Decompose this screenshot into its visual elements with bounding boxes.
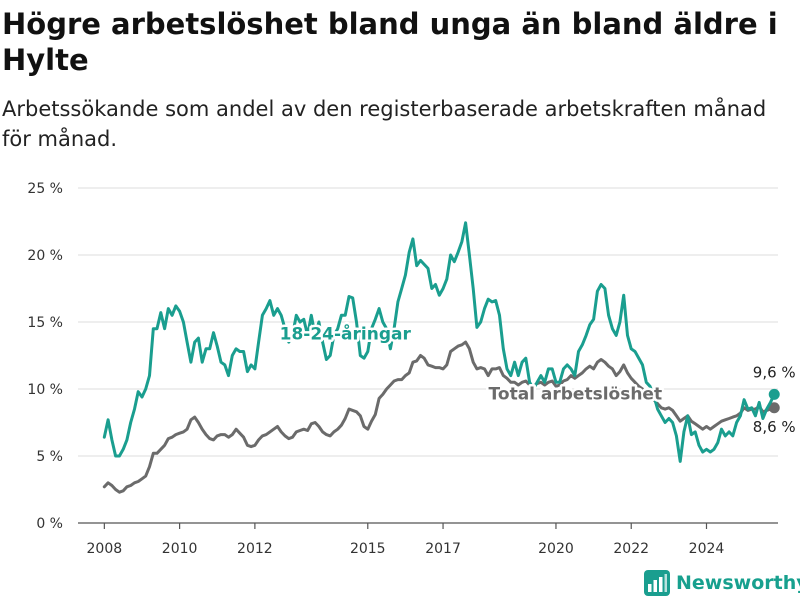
series-line-youth — [102, 221, 776, 463]
series-label-youth: 18-24-åringar — [280, 322, 412, 344]
chart-subtitle: Arbetssökande som andel av den registerb… — [2, 97, 767, 151]
x-tick-label: 2022 — [613, 541, 649, 557]
y-tick-label: 0 % — [36, 516, 63, 532]
end-value-label-youth: 9,6 % — [753, 363, 796, 381]
y-tick-label: 10 % — [27, 382, 63, 398]
y-tick-label: 20 % — [27, 248, 63, 264]
end-value-label-total: 8,6 % — [753, 418, 796, 436]
y-tick-label: 15 % — [27, 315, 63, 331]
x-tick-label: 2008 — [87, 541, 123, 557]
x-tick-label: 2017 — [425, 541, 461, 557]
gridlines — [78, 187, 778, 524]
series-line-total — [102, 340, 776, 494]
x-tick-label: 2015 — [350, 541, 386, 557]
newsworthy-logo-icon — [644, 570, 670, 596]
y-axis: 0 % 5 % 10 % 15 % 20 % 25 % — [27, 181, 63, 532]
brand-name: Newsworthy — [676, 572, 800, 594]
series-end-marker-youth — [768, 388, 780, 400]
newsworthy-logo: Newsworthy — [644, 568, 800, 598]
x-axis: 2008 2010 2012 2015 2017 2020 2022 2024 — [87, 523, 725, 557]
series-lines — [102, 221, 780, 494]
series-end-marker-total — [768, 402, 780, 414]
series-label-total: Total arbetslöshet — [489, 385, 663, 405]
y-tick-label: 5 % — [36, 449, 63, 465]
chart-title: Högre arbetslöshet bland unga än bland ä… — [2, 7, 778, 77]
y-tick-label: 25 % — [27, 181, 63, 197]
x-tick-label: 2010 — [162, 541, 198, 557]
annotations: 18-24-åringar Total arbetslöshet 9,6 % 8,6 … — [277, 320, 796, 436]
x-tick-label: 2020 — [538, 541, 574, 557]
x-tick-label: 2012 — [237, 541, 273, 557]
x-tick-label: 2024 — [689, 541, 725, 557]
